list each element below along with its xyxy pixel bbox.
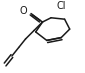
- Text: Cl: Cl: [56, 1, 66, 11]
- Text: O: O: [20, 6, 28, 16]
